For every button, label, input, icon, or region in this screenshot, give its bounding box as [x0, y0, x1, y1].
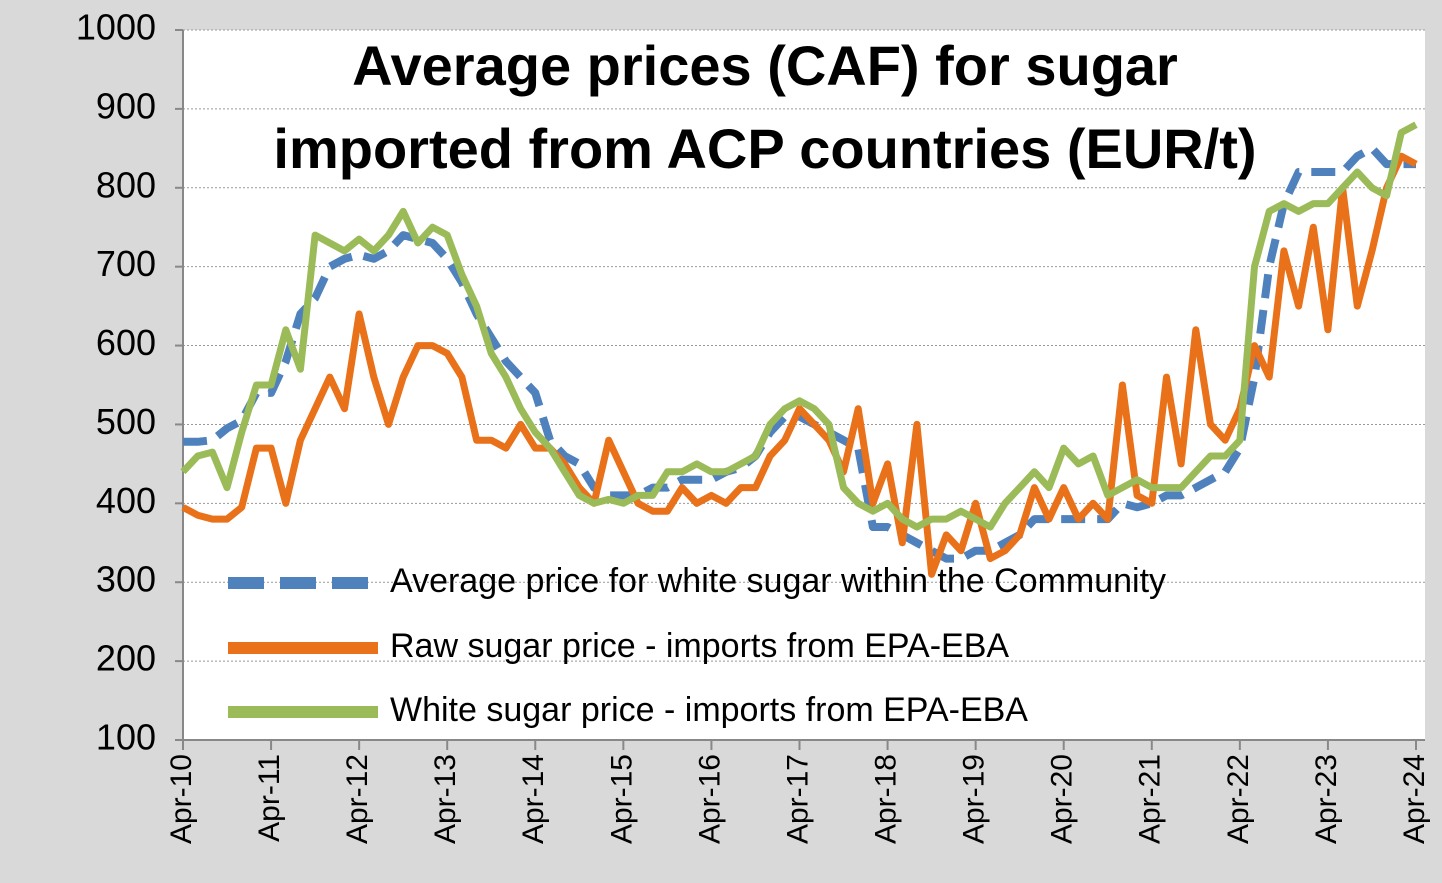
y-tick-label: 800: [96, 164, 156, 205]
x-tick-label: Apr-19: [958, 754, 991, 844]
y-tick-label: 900: [96, 85, 156, 126]
x-tick-label: Apr-20: [1046, 754, 1079, 844]
y-tick-label: 500: [96, 401, 156, 442]
y-tick-label: 400: [96, 480, 156, 521]
series-line: [181, 152, 1418, 578]
x-tick-label: Apr-11: [253, 754, 286, 842]
lines: [180, 121, 1418, 578]
grid: [175, 29, 1425, 750]
x-tick-label: Apr-21: [1134, 754, 1167, 844]
plot-area: [183, 30, 1425, 740]
x-tick-label: Apr-23: [1310, 754, 1343, 844]
series-line: [180, 121, 1418, 531]
legend-label: Raw sugar price - imports from EPA-EBA: [390, 627, 1009, 665]
y-tick-label: 200: [96, 638, 156, 679]
y-tick-label: 300: [96, 559, 156, 600]
chart-title: Average prices (CAF) for sugar: [352, 34, 1178, 97]
x-tick-label: Apr-16: [693, 754, 726, 844]
x-tick-label: Apr-18: [869, 754, 902, 844]
x-tick-label: Apr-12: [341, 754, 374, 844]
chart-title: imported from ACP countries (EUR/t): [273, 117, 1256, 180]
x-tick-label: Apr-13: [429, 754, 462, 844]
legend-label: Average price for white sugar within the…: [390, 562, 1166, 600]
x-tick-label: Apr-24: [1398, 754, 1431, 844]
x-tick-label: Apr-22: [1222, 754, 1255, 844]
legend-label: White sugar price - imports from EPA-EBA: [390, 691, 1028, 729]
y-tick-label: 700: [96, 243, 156, 284]
y-tick-label: 600: [96, 322, 156, 363]
y-tick-label: 1000: [76, 7, 156, 48]
x-tick-label: Apr-17: [781, 754, 814, 844]
x-tick-label: Apr-14: [517, 754, 550, 844]
x-tick-label: Apr-15: [605, 754, 638, 844]
x-tick-label: Apr-10: [165, 754, 198, 844]
y-tick-label: 100: [96, 717, 156, 758]
